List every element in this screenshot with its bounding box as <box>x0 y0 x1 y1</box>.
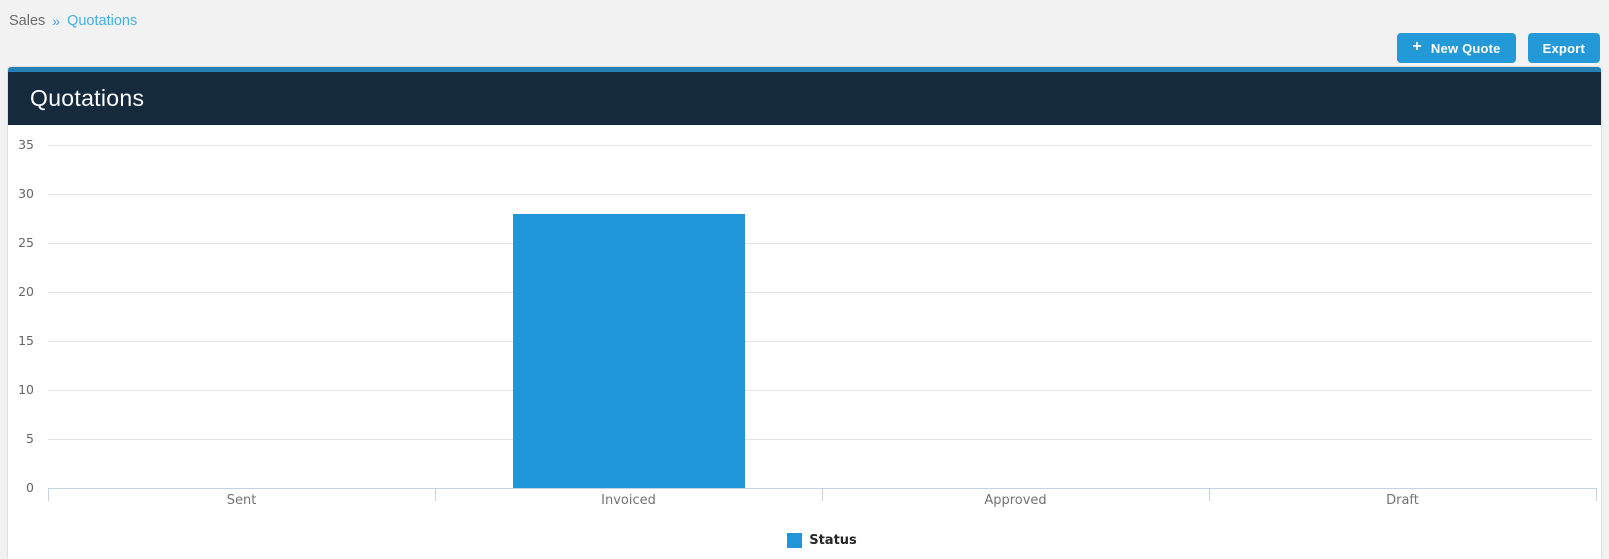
x-axis-tick <box>48 488 49 501</box>
legend[interactable]: Status <box>48 533 1596 548</box>
gridline-25 <box>48 243 1592 244</box>
gridline-5 <box>48 439 1592 440</box>
new-quote-button[interactable]: + New Quote <box>1397 33 1516 63</box>
legend-swatch <box>787 533 803 548</box>
x-axis-tick <box>435 488 436 501</box>
breadcrumb-separator-icon: » <box>52 13 61 29</box>
bar-invoiced[interactable] <box>512 213 745 488</box>
x-axis-tick <box>1209 488 1210 501</box>
breadcrumb-sales-link[interactable]: Sales <box>9 13 46 29</box>
x-axis-category-label: Invoiced <box>601 493 656 508</box>
y-axis-tick-label: 35 <box>18 137 34 152</box>
export-button-label: Export <box>1542 40 1585 56</box>
panel-header: Quotations <box>8 72 1601 125</box>
page-title: Quotations <box>30 85 145 111</box>
x-axis-tick <box>822 488 823 501</box>
quotations-panel: Quotations Status 0 5 10 15 20 25 30 35 Sent Invo… <box>8 67 1601 559</box>
gridline-30 <box>48 194 1592 195</box>
y-axis-tick-label: 25 <box>18 235 34 250</box>
gridline-15 <box>48 341 1592 342</box>
gridline-20 <box>48 292 1592 293</box>
legend-label: Status <box>809 533 857 548</box>
x-axis-tick <box>1596 488 1597 501</box>
y-axis-tick-label: 30 <box>18 186 34 201</box>
y-axis-tick-label: 0 <box>26 480 34 495</box>
x-axis-category-label: Approved <box>984 493 1047 508</box>
breadcrumb: Sales » Quotations <box>9 13 137 29</box>
y-axis-tick-label: 20 <box>18 284 34 299</box>
toolbar-actions: + New Quote Export <box>1397 33 1600 63</box>
panel-top-accent-strip <box>8 67 1601 72</box>
x-axis-category-label: Sent <box>226 493 257 508</box>
x-axis-category-label: Draft <box>1386 493 1419 508</box>
y-axis-tick-label: 15 <box>18 333 34 348</box>
y-axis-tick-label: 10 <box>18 382 34 397</box>
gridline-10 <box>48 390 1592 391</box>
export-button[interactable]: Export <box>1527 33 1600 63</box>
breadcrumb-quotations-link[interactable]: Quotations <box>67 13 138 29</box>
new-quote-button-label: New Quote <box>1430 40 1501 56</box>
y-axis-tick-label: 5 <box>26 431 34 446</box>
gridline-35 <box>48 145 1592 146</box>
plus-icon: + <box>1412 38 1422 55</box>
status-bar-chart: Status 0 5 10 15 20 25 30 35 Sent Invoiced Approve… <box>8 125 1601 559</box>
